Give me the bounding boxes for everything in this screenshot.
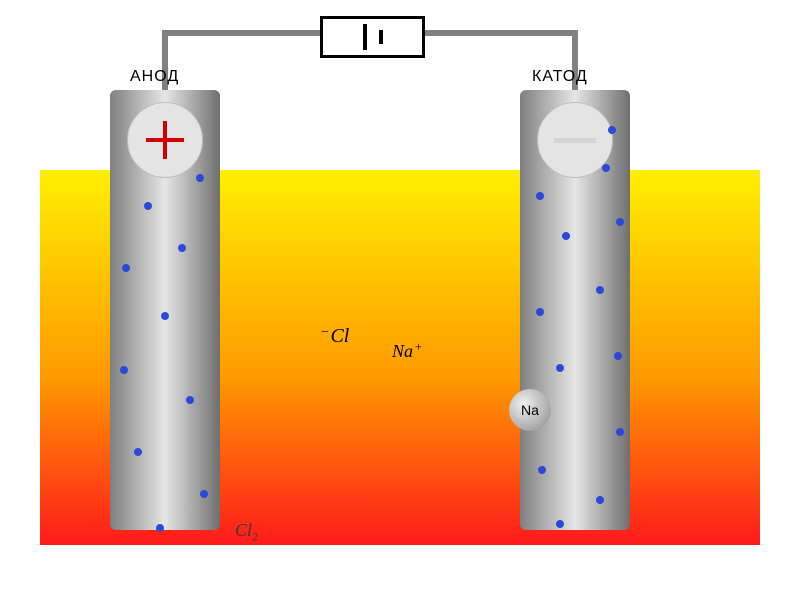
battery-symbol [320, 16, 425, 58]
ion-dot [614, 352, 622, 360]
sodium-metal-ball: Na [509, 389, 551, 431]
electrolysis-diagram: АНОД КАТОД −Cl Na+ Cl2 Na [0, 0, 800, 600]
ion-dot [134, 448, 142, 456]
anode-sign-v [163, 121, 167, 159]
ion-dot [161, 312, 169, 320]
ion-dot [562, 232, 570, 240]
chloride-ion-label: −Cl [320, 325, 349, 348]
ion-dot [144, 202, 152, 210]
ion-dot [186, 396, 194, 404]
ion-dot [200, 490, 208, 498]
ion-dot [596, 286, 604, 294]
ion-dot [156, 524, 164, 532]
sodium-ball-label: Na [521, 402, 539, 418]
wire-right-horizontal [425, 30, 578, 36]
ion-dot [536, 192, 544, 200]
ion-dot [556, 520, 564, 528]
ion-dot [616, 218, 624, 226]
ion-dot [556, 364, 564, 372]
ion-dot [608, 126, 616, 134]
ion-dot [596, 496, 604, 504]
anode-label: АНОД [130, 68, 179, 86]
ion-dot [538, 466, 546, 474]
ion-dot [196, 174, 204, 182]
sodium-ion-label: Na+ [392, 340, 423, 362]
ion-dot [602, 164, 610, 172]
battery-long-terminal [363, 24, 367, 50]
battery-short-terminal [379, 30, 383, 44]
cathode-label: КАТОД [532, 68, 588, 86]
ion-dot [178, 244, 186, 252]
ion-dot [536, 308, 544, 316]
cathode-sign-h [554, 138, 596, 143]
cl2-product-label: Cl2 [235, 520, 258, 544]
wire-left-horizontal [162, 30, 320, 36]
ion-dot [616, 428, 624, 436]
ion-dot [122, 264, 130, 272]
ion-dot [120, 366, 128, 374]
